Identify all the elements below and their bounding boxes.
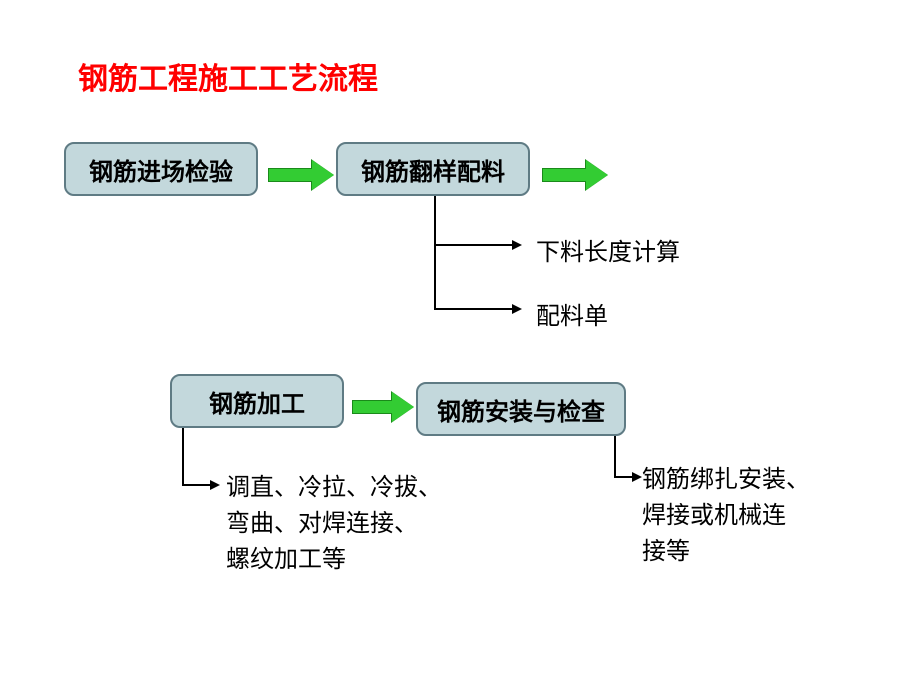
node-n1-label: 钢筋进场检验 — [89, 152, 233, 187]
node-n1: 钢筋进场检验 — [64, 142, 258, 196]
node-n2: 钢筋翻样配料 — [336, 142, 530, 196]
node-n3-label: 钢筋加工 — [209, 384, 305, 419]
arrow-a3 — [352, 392, 414, 422]
sub-label-s3: 调直、冷拉、冷拔、弯曲、对焊连接、螺纹加工等 — [226, 470, 442, 578]
arrow-a2 — [542, 160, 608, 190]
connector-arrow-icon — [512, 240, 522, 250]
arrow-head-icon — [312, 160, 334, 190]
node-n3: 钢筋加工 — [170, 374, 344, 428]
connector-line — [434, 196, 436, 310]
connector-arrow-icon — [512, 304, 522, 314]
connector-line — [182, 484, 210, 486]
sub-label-s2: 配料单 — [536, 296, 608, 331]
page-title: 钢筋工程施工工艺流程 — [78, 54, 378, 98]
arrow-head-icon — [586, 160, 608, 190]
arrow-shaft — [542, 168, 586, 182]
node-n2-label: 钢筋翻样配料 — [361, 152, 505, 187]
connector-line — [614, 436, 616, 476]
connector-arrow-icon — [210, 480, 220, 490]
sub-label-s4: 钢筋绑扎安装、焊接或机械连接等 — [642, 462, 810, 570]
arrow-shaft — [352, 400, 392, 414]
node-n4-label: 钢筋安装与检查 — [437, 392, 605, 427]
arrow-shaft — [268, 168, 312, 182]
arrow-a1 — [268, 160, 334, 190]
connector-line — [182, 428, 184, 484]
connector-arrow-icon — [632, 472, 642, 482]
arrow-head-icon — [392, 392, 414, 422]
connector-line — [434, 308, 512, 310]
connector-line — [614, 476, 632, 478]
connector-line — [434, 244, 512, 246]
sub-label-s1: 下料长度计算 — [536, 232, 680, 267]
node-n4: 钢筋安装与检查 — [416, 382, 626, 436]
